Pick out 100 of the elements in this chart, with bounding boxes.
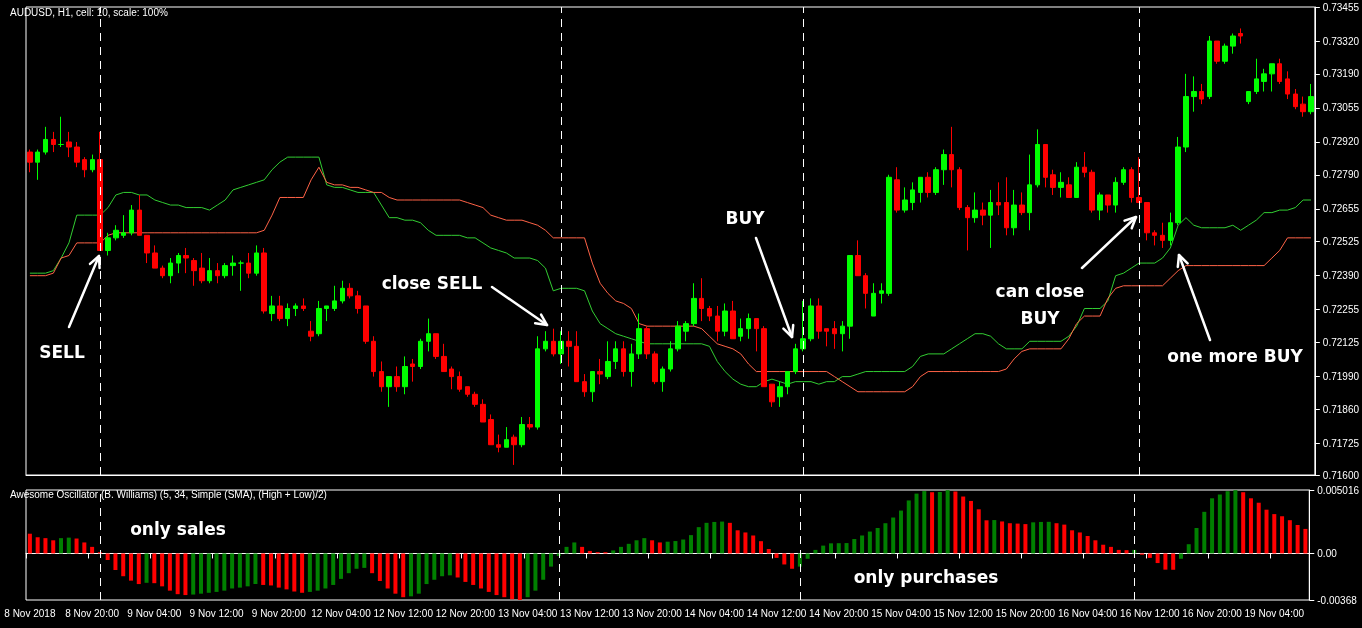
candlestick	[246, 252, 251, 279]
bar	[307, 553, 312, 592]
candlestick	[191, 257, 197, 287]
bar	[1031, 522, 1036, 554]
candlestick	[558, 330, 564, 365]
candlestick	[433, 333, 439, 360]
bar	[1070, 530, 1075, 554]
candlestick	[941, 149, 947, 186]
candlestick	[496, 434, 501, 453]
bar	[1256, 502, 1261, 554]
chart-title: Awesome Oscillator (B. Williams) (5, 34, Simple (SMA), (High + Low)/2)	[10, 488, 327, 500]
candlestick	[1191, 75, 1197, 113]
candlestick	[879, 282, 884, 304]
candlestick	[574, 330, 579, 383]
candlestick	[43, 126, 48, 156]
candlestick	[1214, 40, 1220, 65]
candlestick	[1066, 176, 1072, 198]
candlestick	[699, 277, 704, 322]
candlestick	[1293, 88, 1298, 110]
candlestick	[269, 295, 275, 322]
bar	[1108, 546, 1113, 554]
bar	[1038, 521, 1043, 554]
bar	[836, 543, 841, 554]
candlestick	[137, 194, 142, 236]
y-tick-label: 0.72390	[1322, 270, 1360, 282]
bar	[1202, 511, 1207, 554]
candlestick	[168, 257, 173, 284]
bar	[953, 491, 958, 554]
bar	[191, 553, 196, 595]
candlestick	[894, 166, 900, 214]
bar	[1101, 544, 1106, 554]
bar	[1171, 553, 1176, 570]
candlestick	[410, 358, 415, 383]
candlestick	[1082, 151, 1087, 178]
bar	[331, 553, 336, 585]
candlestick	[277, 295, 283, 322]
bar	[300, 553, 305, 593]
candlestick	[144, 234, 150, 264]
candlestick	[1300, 96, 1306, 118]
candlestick	[683, 320, 689, 342]
x-tick-label: 16 Nov 04:00	[1057, 607, 1118, 619]
bar	[906, 500, 911, 554]
y-tick-label: 0.72790	[1322, 169, 1360, 181]
bar	[875, 528, 880, 554]
bar	[183, 553, 188, 596]
candlestick	[855, 239, 861, 277]
candlestick	[925, 171, 931, 198]
bar	[1155, 553, 1160, 564]
bar	[152, 553, 157, 584]
x-tick-label: 19 Nov 04:00	[1244, 607, 1305, 619]
annotation: can close BUY	[995, 280, 1085, 328]
candlestick	[394, 366, 400, 393]
bar	[1062, 524, 1067, 554]
bar	[821, 545, 826, 554]
x-tick-label: 12 Nov 20:00	[435, 607, 496, 619]
bar	[751, 535, 756, 554]
candlestick	[35, 149, 40, 181]
bar	[1264, 509, 1269, 554]
candlestick	[691, 282, 697, 327]
candlestick	[1160, 222, 1165, 249]
bar	[867, 531, 872, 554]
bar	[43, 538, 48, 554]
candlestick	[1050, 169, 1056, 196]
bar	[1178, 553, 1183, 559]
y-tick-label: 0.72125	[1322, 337, 1360, 349]
bar	[976, 509, 981, 554]
bar	[237, 553, 242, 588]
bar	[346, 553, 351, 574]
bar	[743, 532, 748, 554]
candlestick	[472, 391, 478, 408]
bar	[105, 553, 110, 561]
bar	[113, 553, 118, 571]
bar	[564, 546, 569, 554]
y-tick-label: 0.72255	[1322, 304, 1360, 316]
bar	[556, 553, 561, 556]
candlestick	[988, 189, 993, 249]
candlestick	[379, 360, 384, 393]
candlestick	[1183, 73, 1189, 153]
candlestick	[27, 149, 33, 173]
annotation: only sales	[130, 519, 226, 539]
bar	[1248, 498, 1253, 554]
candlestick	[668, 340, 673, 373]
candlestick	[176, 252, 181, 274]
candlestick	[457, 371, 462, 393]
candlestick	[1058, 171, 1064, 198]
bar	[214, 553, 219, 592]
y-tick-label: 0.73055	[1322, 102, 1360, 114]
candlestick	[902, 186, 908, 214]
y-tick-label: 0.72525	[1322, 236, 1360, 248]
bar	[1015, 523, 1020, 554]
bar	[261, 553, 266, 585]
bar	[471, 553, 476, 585]
candlestick	[504, 426, 509, 448]
candlestick	[301, 297, 306, 312]
x-tick-label: 16 Nov 12:00	[1120, 607, 1181, 619]
y-tick-label: 0.005016	[1317, 484, 1360, 496]
bar	[1007, 523, 1012, 554]
candlestick	[972, 191, 978, 224]
bar	[51, 540, 56, 554]
candlestick	[1121, 166, 1126, 186]
